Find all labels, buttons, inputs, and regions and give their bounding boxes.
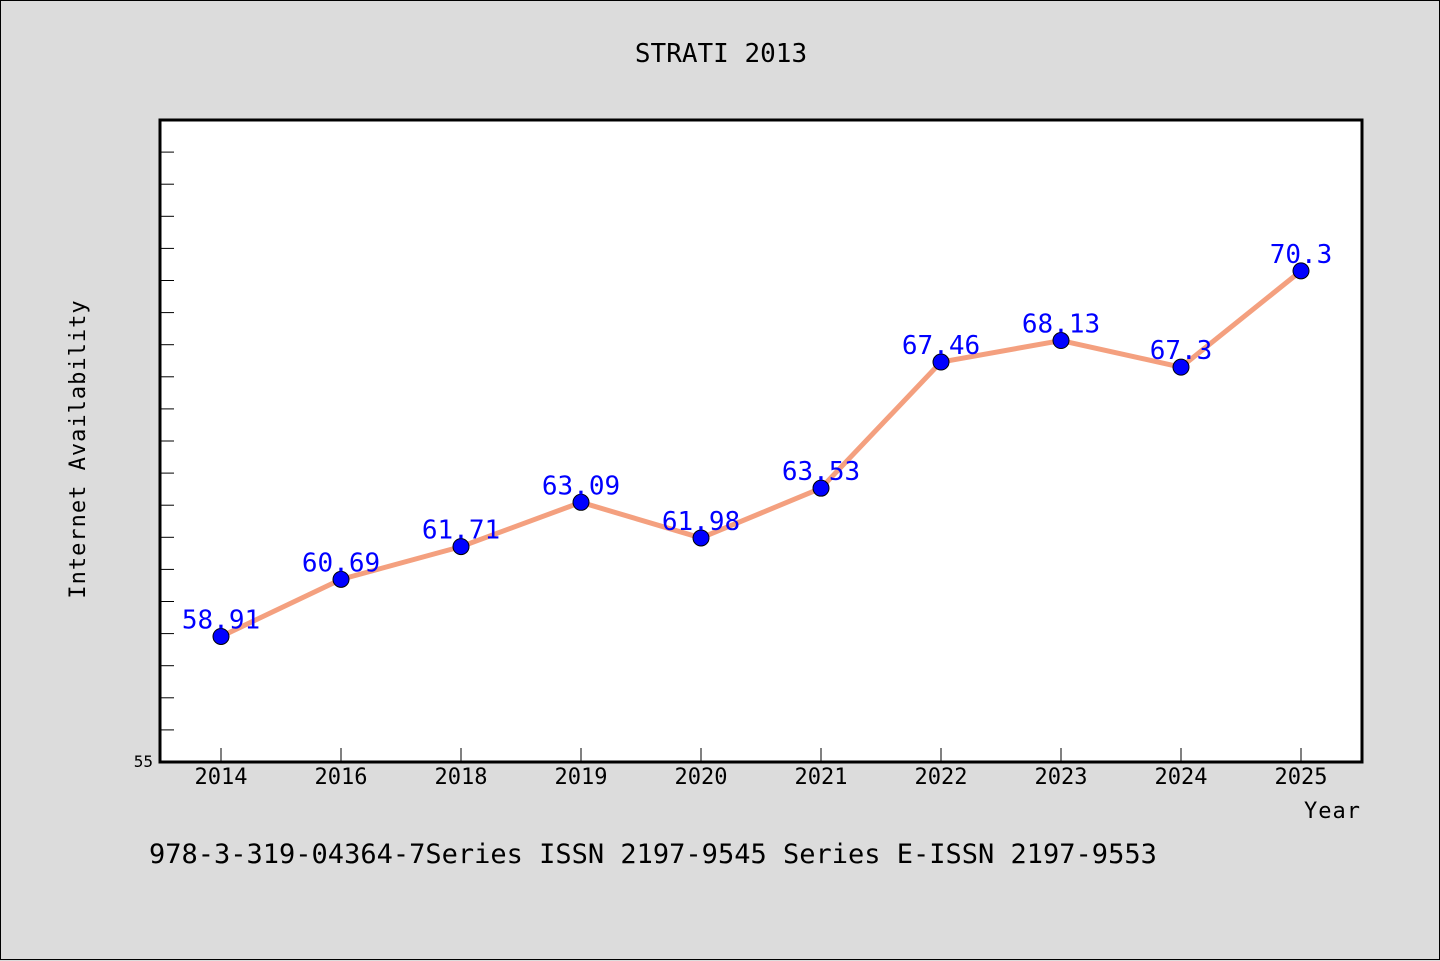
x-axis-label: Year bbox=[1304, 799, 1361, 824]
chart-title: STRATI 2013 bbox=[635, 39, 807, 69]
data-label: 67.46 bbox=[902, 331, 980, 361]
data-point bbox=[212, 627, 230, 645]
data-point bbox=[1052, 332, 1070, 350]
series-line bbox=[218, 268, 1304, 639]
data-point bbox=[572, 493, 590, 511]
x-tick-label: 2022 bbox=[915, 765, 968, 790]
x-tick-label: 2023 bbox=[1035, 765, 1088, 790]
data-point bbox=[332, 570, 350, 588]
data-label: 70.3 bbox=[1270, 240, 1333, 270]
data-label: 58.91 bbox=[182, 605, 260, 635]
y-axis-ticks bbox=[160, 151, 174, 731]
data-point bbox=[692, 529, 710, 547]
x-tick-label: 2025 bbox=[1275, 765, 1328, 790]
data-label: 68.13 bbox=[1022, 310, 1100, 340]
data-label: 67.3 bbox=[1150, 336, 1213, 366]
data-point bbox=[452, 538, 470, 556]
plot-area bbox=[158, 118, 1364, 764]
footer-text: 978-3-319-04364-7Series ISSN 2197-9545 S… bbox=[149, 839, 1157, 870]
data-point bbox=[1172, 358, 1190, 376]
data-label: 63.09 bbox=[542, 471, 620, 501]
x-axis-ticks bbox=[220, 748, 1302, 762]
x-tick-label: 2021 bbox=[795, 765, 848, 790]
data-point bbox=[1292, 262, 1310, 280]
series-group: 58.91 60.69 61.71 63.09 61.98 63.53 67.46 68.13… bbox=[182, 240, 1332, 645]
data-label: 63.53 bbox=[782, 457, 860, 487]
x-tick-label: 2014 bbox=[195, 765, 248, 790]
data-label: 61.71 bbox=[422, 516, 500, 546]
data-label: 60.69 bbox=[302, 548, 380, 578]
x-tick-label: 2020 bbox=[675, 765, 728, 790]
data-label: 61.98 bbox=[662, 507, 740, 537]
data-point bbox=[932, 353, 950, 371]
x-tick-label: 2019 bbox=[555, 765, 608, 790]
y-axis-label: Internet Availability bbox=[66, 299, 91, 598]
data-point bbox=[812, 479, 830, 497]
x-tick-label: 2024 bbox=[1155, 765, 1208, 790]
y-tick-label-min: 55 bbox=[134, 752, 153, 771]
x-tick-label: 2016 bbox=[315, 765, 368, 790]
x-tick-label: 2018 bbox=[435, 765, 488, 790]
x-tick-labels: 2014 2016 2018 2019 2020 2021 2022 2023 2024 2025 bbox=[195, 765, 1328, 790]
